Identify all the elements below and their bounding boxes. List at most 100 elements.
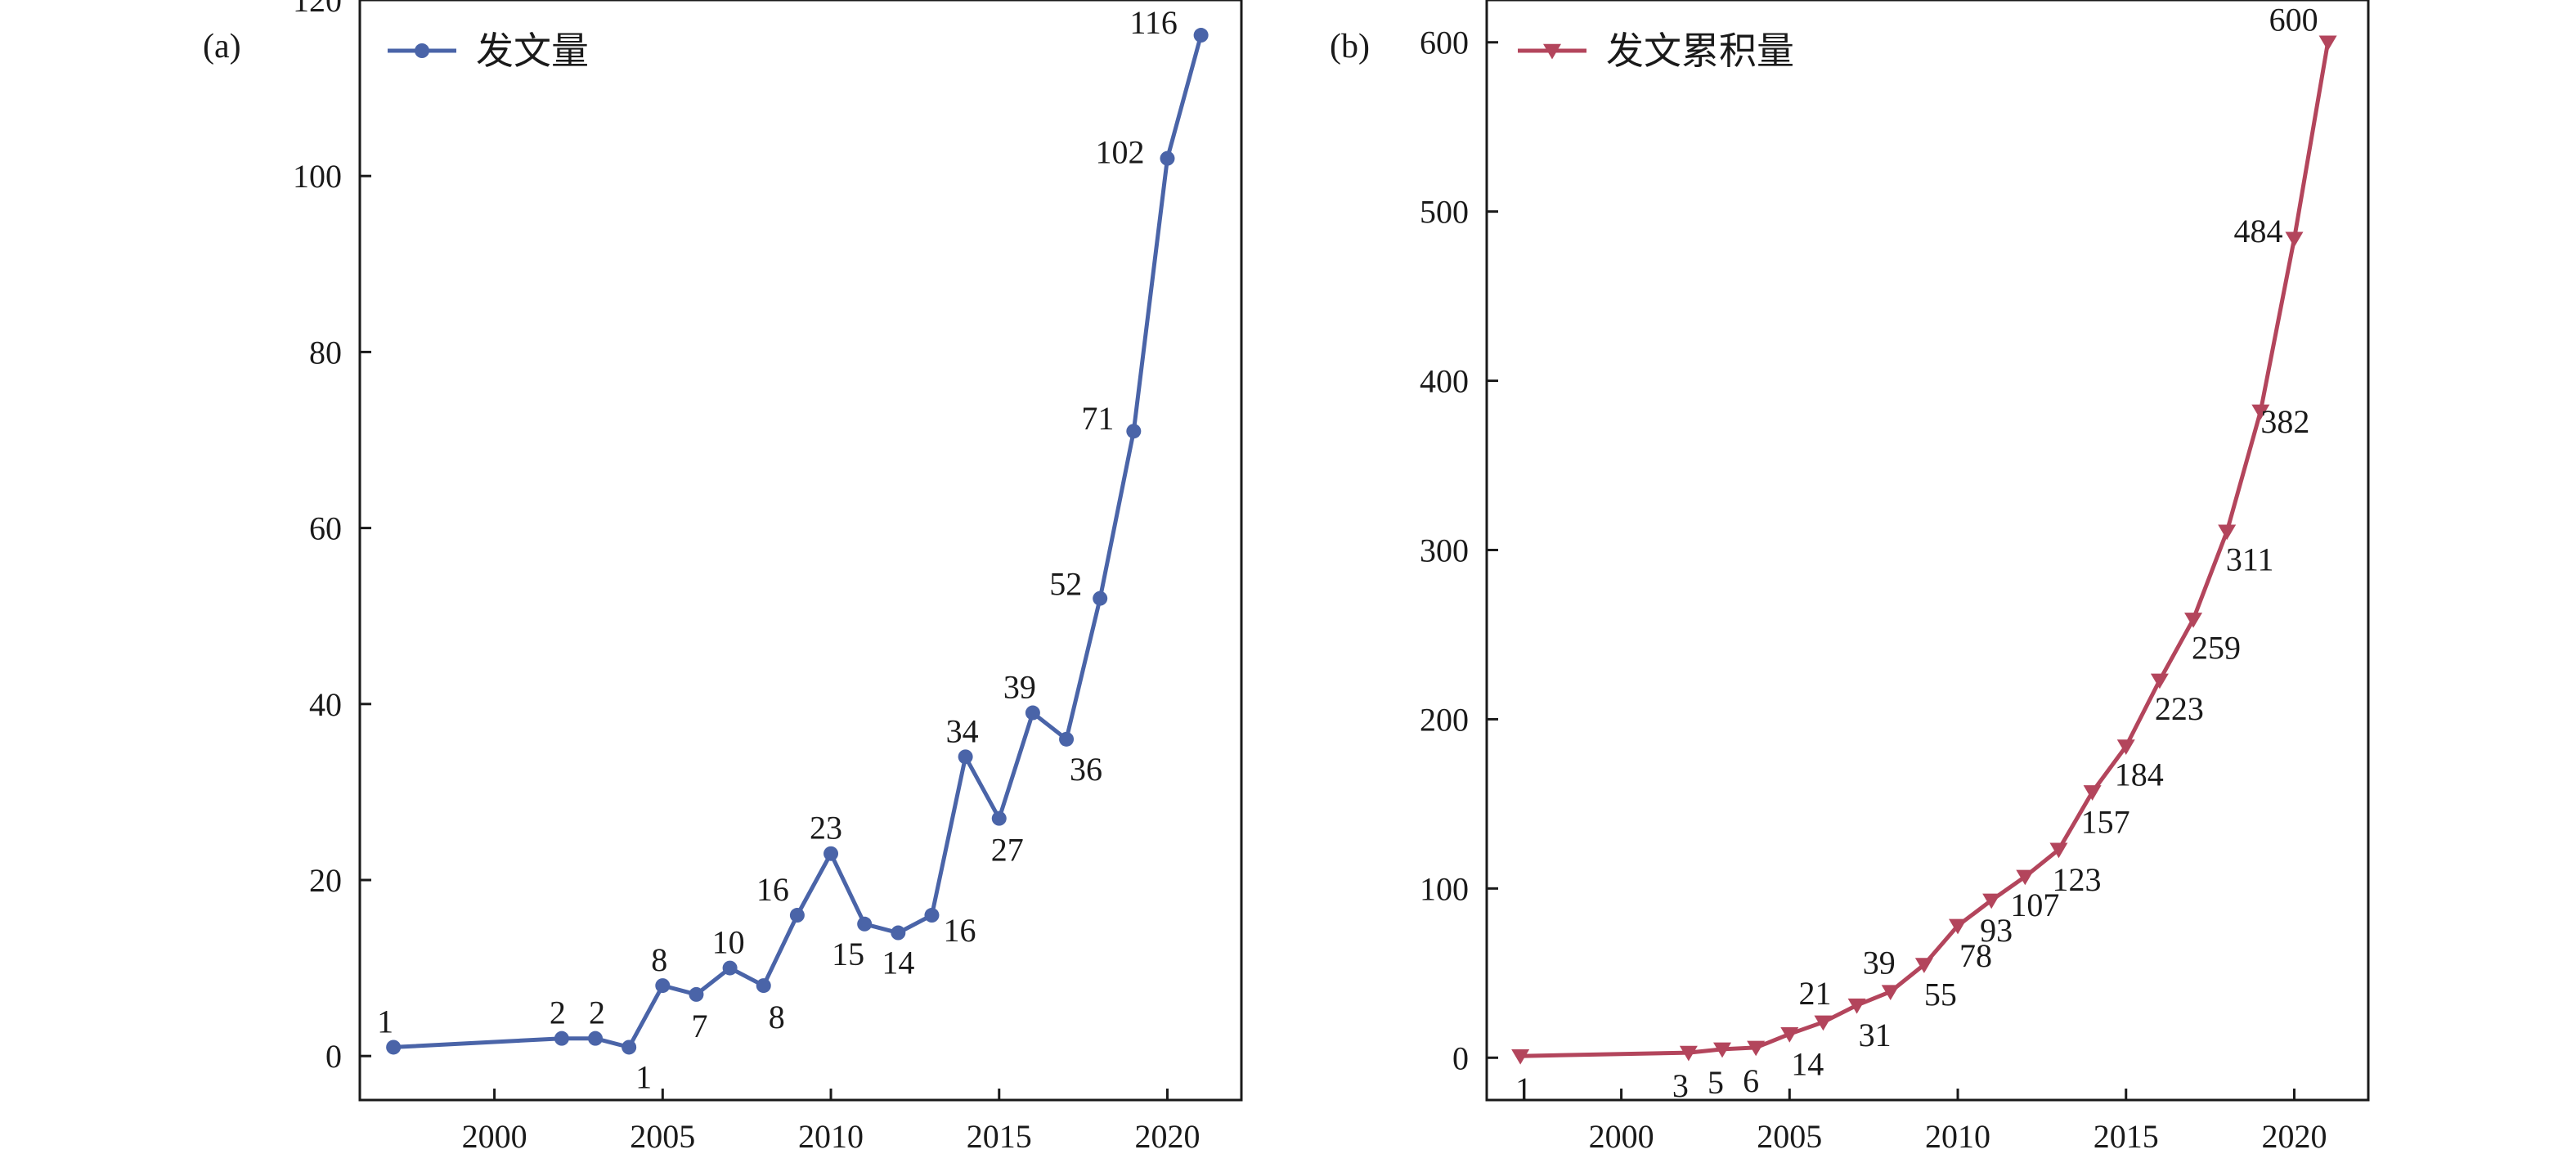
series-line xyxy=(1518,40,2331,1058)
data-label: 382 xyxy=(2260,403,2309,440)
data-point xyxy=(891,925,906,941)
data-label: 223 xyxy=(2155,690,2204,727)
legend-marker xyxy=(1543,43,1561,60)
data-label: 6 xyxy=(1743,1062,1759,1099)
data-label: 259 xyxy=(2192,629,2241,666)
y-tick-label: 0 xyxy=(1452,1040,1469,1076)
data-point xyxy=(1814,1015,1833,1031)
x-tick-label: 2010 xyxy=(1925,1118,1990,1155)
data-label: 5 xyxy=(1708,1064,1724,1101)
data-point xyxy=(2150,673,2169,689)
data-point xyxy=(1982,893,2001,909)
y-tick-label: 100 xyxy=(1420,870,1469,907)
data-label: 21 xyxy=(1798,975,1831,1012)
data-label: 52 xyxy=(1049,566,1082,603)
data-label: 102 xyxy=(1095,134,1144,171)
data-point xyxy=(2016,869,2035,886)
y-tick-label: 100 xyxy=(293,158,342,195)
data-label: 39 xyxy=(1003,669,1036,706)
data-label: 2 xyxy=(589,995,605,1031)
data-point xyxy=(824,846,839,861)
y-tick-label: 400 xyxy=(1420,363,1469,400)
data-label: 39 xyxy=(1863,945,1896,981)
data-label: 123 xyxy=(2052,861,2101,898)
data-point xyxy=(722,960,738,976)
data-label: 116 xyxy=(1129,4,1178,41)
data-label: 55 xyxy=(1924,976,1957,1013)
data-point xyxy=(2116,739,2135,755)
data-point xyxy=(2285,231,2304,248)
y-tick-label: 300 xyxy=(1420,532,1469,569)
data-point xyxy=(2184,613,2203,628)
data-point xyxy=(655,978,671,994)
data-label: 8 xyxy=(651,941,667,978)
series-line xyxy=(391,33,1204,1049)
data-point xyxy=(1780,1027,1799,1043)
data-point xyxy=(2251,404,2270,420)
data-point xyxy=(2318,35,2337,52)
data-point xyxy=(554,1031,569,1046)
data-point xyxy=(1713,1042,1732,1058)
data-label: 16 xyxy=(943,912,976,949)
data-label: 484 xyxy=(2233,213,2282,249)
data-label: 8 xyxy=(769,999,785,1035)
x-tick-label: 2005 xyxy=(1757,1118,1822,1155)
y-tick-label: 120 xyxy=(293,0,342,19)
x-tick-label: 2015 xyxy=(967,1118,1032,1155)
data-point xyxy=(1747,1040,1766,1057)
data-label: 1 xyxy=(377,1003,393,1040)
y-tick-label: 60 xyxy=(309,510,342,547)
data-point xyxy=(857,916,873,932)
data-label: 7 xyxy=(691,1008,707,1044)
data-point xyxy=(588,1031,604,1046)
y-tick-label: 20 xyxy=(309,862,342,899)
data-point xyxy=(991,811,1007,826)
data-label: 78 xyxy=(1959,937,1992,974)
legend-label: 发文累积量 xyxy=(1606,29,1794,73)
y-tick-label: 80 xyxy=(309,334,342,370)
data-label: 14 xyxy=(882,945,914,981)
legend-label: 发文量 xyxy=(476,29,589,73)
data-point xyxy=(1881,985,1900,1001)
x-tick-label: 2015 xyxy=(2094,1118,2159,1155)
data-label: 311 xyxy=(2226,541,2274,578)
y-tick-label: 0 xyxy=(325,1038,342,1075)
data-point xyxy=(958,749,973,765)
panel-label: (b) xyxy=(1330,28,1370,65)
data-point xyxy=(1679,1045,1698,1062)
data-point xyxy=(1126,424,1142,439)
data-point xyxy=(1914,958,1933,973)
x-tick-label: 2000 xyxy=(1589,1118,1654,1155)
data-point xyxy=(2218,524,2237,541)
plot-frame xyxy=(358,0,1243,1102)
data-point xyxy=(1025,705,1040,721)
data-point xyxy=(924,908,940,923)
data-point xyxy=(1059,731,1075,747)
data-label: 15 xyxy=(832,936,864,972)
y-tick-label: 40 xyxy=(309,686,342,723)
data-label: 184 xyxy=(2115,757,2164,793)
chart-panel-2: (b) 0 100 200 300 400 500 600 2000 2005 2010 2015 20… xyxy=(1330,0,2370,1155)
data-point xyxy=(1949,918,1968,935)
data-point xyxy=(386,1040,402,1055)
data-label: 3 xyxy=(1672,1067,1689,1104)
legend-marker xyxy=(415,43,429,58)
data-label: 1 xyxy=(635,1058,652,1095)
data-point xyxy=(689,986,704,1002)
y-tick-label: 200 xyxy=(1420,701,1469,738)
y-tick-label: 500 xyxy=(1420,194,1469,231)
x-tick-label: 2010 xyxy=(798,1118,864,1155)
x-tick-label: 2020 xyxy=(1134,1118,1200,1155)
legend: 发文量 xyxy=(388,29,589,73)
data-point xyxy=(2049,842,2068,859)
data-label: 14 xyxy=(1791,1045,1824,1082)
data-label: 93 xyxy=(1980,912,2013,949)
data-point xyxy=(1847,998,1866,1014)
data-point xyxy=(1511,1048,1530,1065)
panel-label: (a) xyxy=(203,28,241,65)
data-label: 16 xyxy=(756,871,789,908)
data-label: 27 xyxy=(991,832,1024,869)
